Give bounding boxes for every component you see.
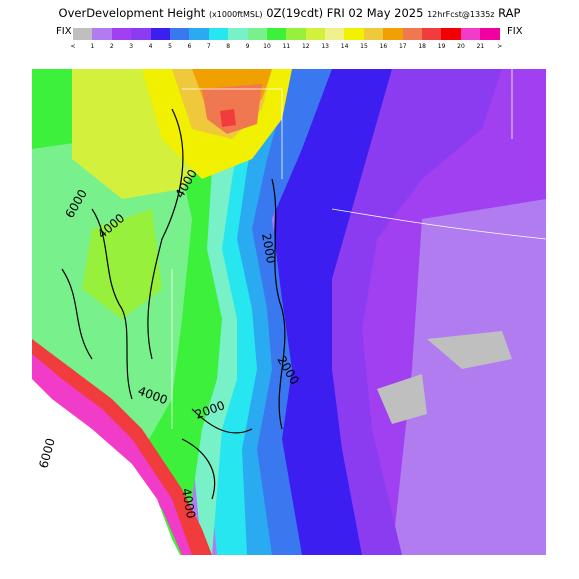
legend-tick-label: 20 [457, 43, 465, 50]
legend-swatch [266, 28, 287, 40]
state-borders [171, 69, 546, 429]
legend-swatch [402, 28, 423, 40]
title-forecast: 12hrFcst@1335z [427, 10, 495, 19]
field-magenta-edge [32, 354, 192, 555]
title-date: FRI 02 May 2025 [326, 6, 424, 20]
legend-tick-label: 14 [340, 43, 349, 50]
color-legend [73, 28, 500, 42]
legend-tick-label: 5 [168, 43, 172, 50]
height-contours [61, 108, 286, 500]
title-units: (x1000ftMSL) [208, 10, 263, 19]
title-main: OverDevelopment Height [58, 6, 206, 20]
legend-swatch [422, 28, 442, 40]
legend-swatch [150, 28, 170, 40]
legend-swatch [305, 28, 326, 40]
legend-tick-label: < [70, 43, 76, 50]
legend-tick-label: 4 [148, 43, 153, 50]
legend-tick-label: 2 [109, 43, 114, 50]
legend-tick-label: 11 [282, 43, 291, 50]
legend-tick-label: 21 [476, 43, 485, 50]
legend-swatch [208, 28, 229, 40]
field-gray-patch-2 [377, 374, 427, 424]
contour-label: 4000 [179, 487, 198, 520]
contour-line [91, 208, 133, 400]
contour-line [61, 268, 93, 360]
legend-swatch [169, 28, 190, 40]
field-blue [242, 69, 332, 555]
legend-swatch [228, 28, 248, 40]
legend-swatch [325, 28, 345, 40]
fix-label-right: FIX [507, 26, 523, 37]
legend-tick-label: 15 [360, 43, 368, 50]
field-gray-patch-1 [427, 331, 512, 369]
forecast-map: 6000 4000 4000 2000 2000 4000 2000 4000 … [32, 69, 546, 555]
legend-swatch [460, 28, 481, 40]
field-lime [82, 209, 162, 319]
contour-line [191, 408, 253, 434]
legend-swatch [189, 28, 209, 40]
legend-swatch [480, 28, 500, 40]
legend-tick-label: 7 [206, 43, 211, 50]
legend-tick-label: 19 [437, 43, 446, 50]
contour-label: 2000 [259, 232, 278, 265]
legend-swatch [383, 28, 403, 40]
legend-swatch [111, 28, 132, 40]
contour-line [147, 108, 184, 360]
legend-tick-label: 8 [226, 43, 231, 50]
legend-tick-label: 10 [263, 43, 271, 50]
title-time: 0Z(19cdt) [266, 6, 324, 20]
legend-tick-label: 9 [245, 43, 250, 50]
legend-swatch [286, 28, 306, 40]
map-title: OverDevelopment Height (x1000ftMSL) 0Z(1… [0, 6, 579, 20]
legend-tick-label: 16 [379, 43, 388, 50]
field-lavender [392, 199, 546, 555]
contour-line [181, 438, 216, 500]
legend-swatch [73, 28, 93, 40]
legend-tick-label: 18 [418, 43, 427, 50]
field-dark-blue [272, 69, 432, 555]
legend-tick-label: 12 [301, 43, 310, 50]
border-line [331, 208, 546, 240]
fix-label-left: FIX [56, 26, 72, 37]
legend-tick-label: 3 [129, 43, 134, 50]
legend-tick-label: 17 [398, 43, 407, 50]
legend-swatch [363, 28, 384, 40]
legend-tick-label: 6 [187, 43, 192, 50]
legend-swatch [131, 28, 151, 40]
legend-tick-label: 13 [321, 43, 330, 50]
legend-swatch [92, 28, 112, 40]
legend-swatch [344, 28, 364, 40]
contour-line [271, 178, 286, 430]
title-model: RAP [498, 6, 521, 20]
field-salmon [202, 84, 262, 134]
legend-tick-label: > [497, 43, 503, 50]
field-red [220, 109, 236, 127]
field-violet [332, 69, 502, 555]
legend-swatch [441, 28, 461, 40]
legend-swatch [247, 28, 267, 40]
field-white-mexico [32, 379, 180, 555]
legend-tick-label: 1 [90, 43, 95, 50]
border-line [182, 88, 283, 179]
